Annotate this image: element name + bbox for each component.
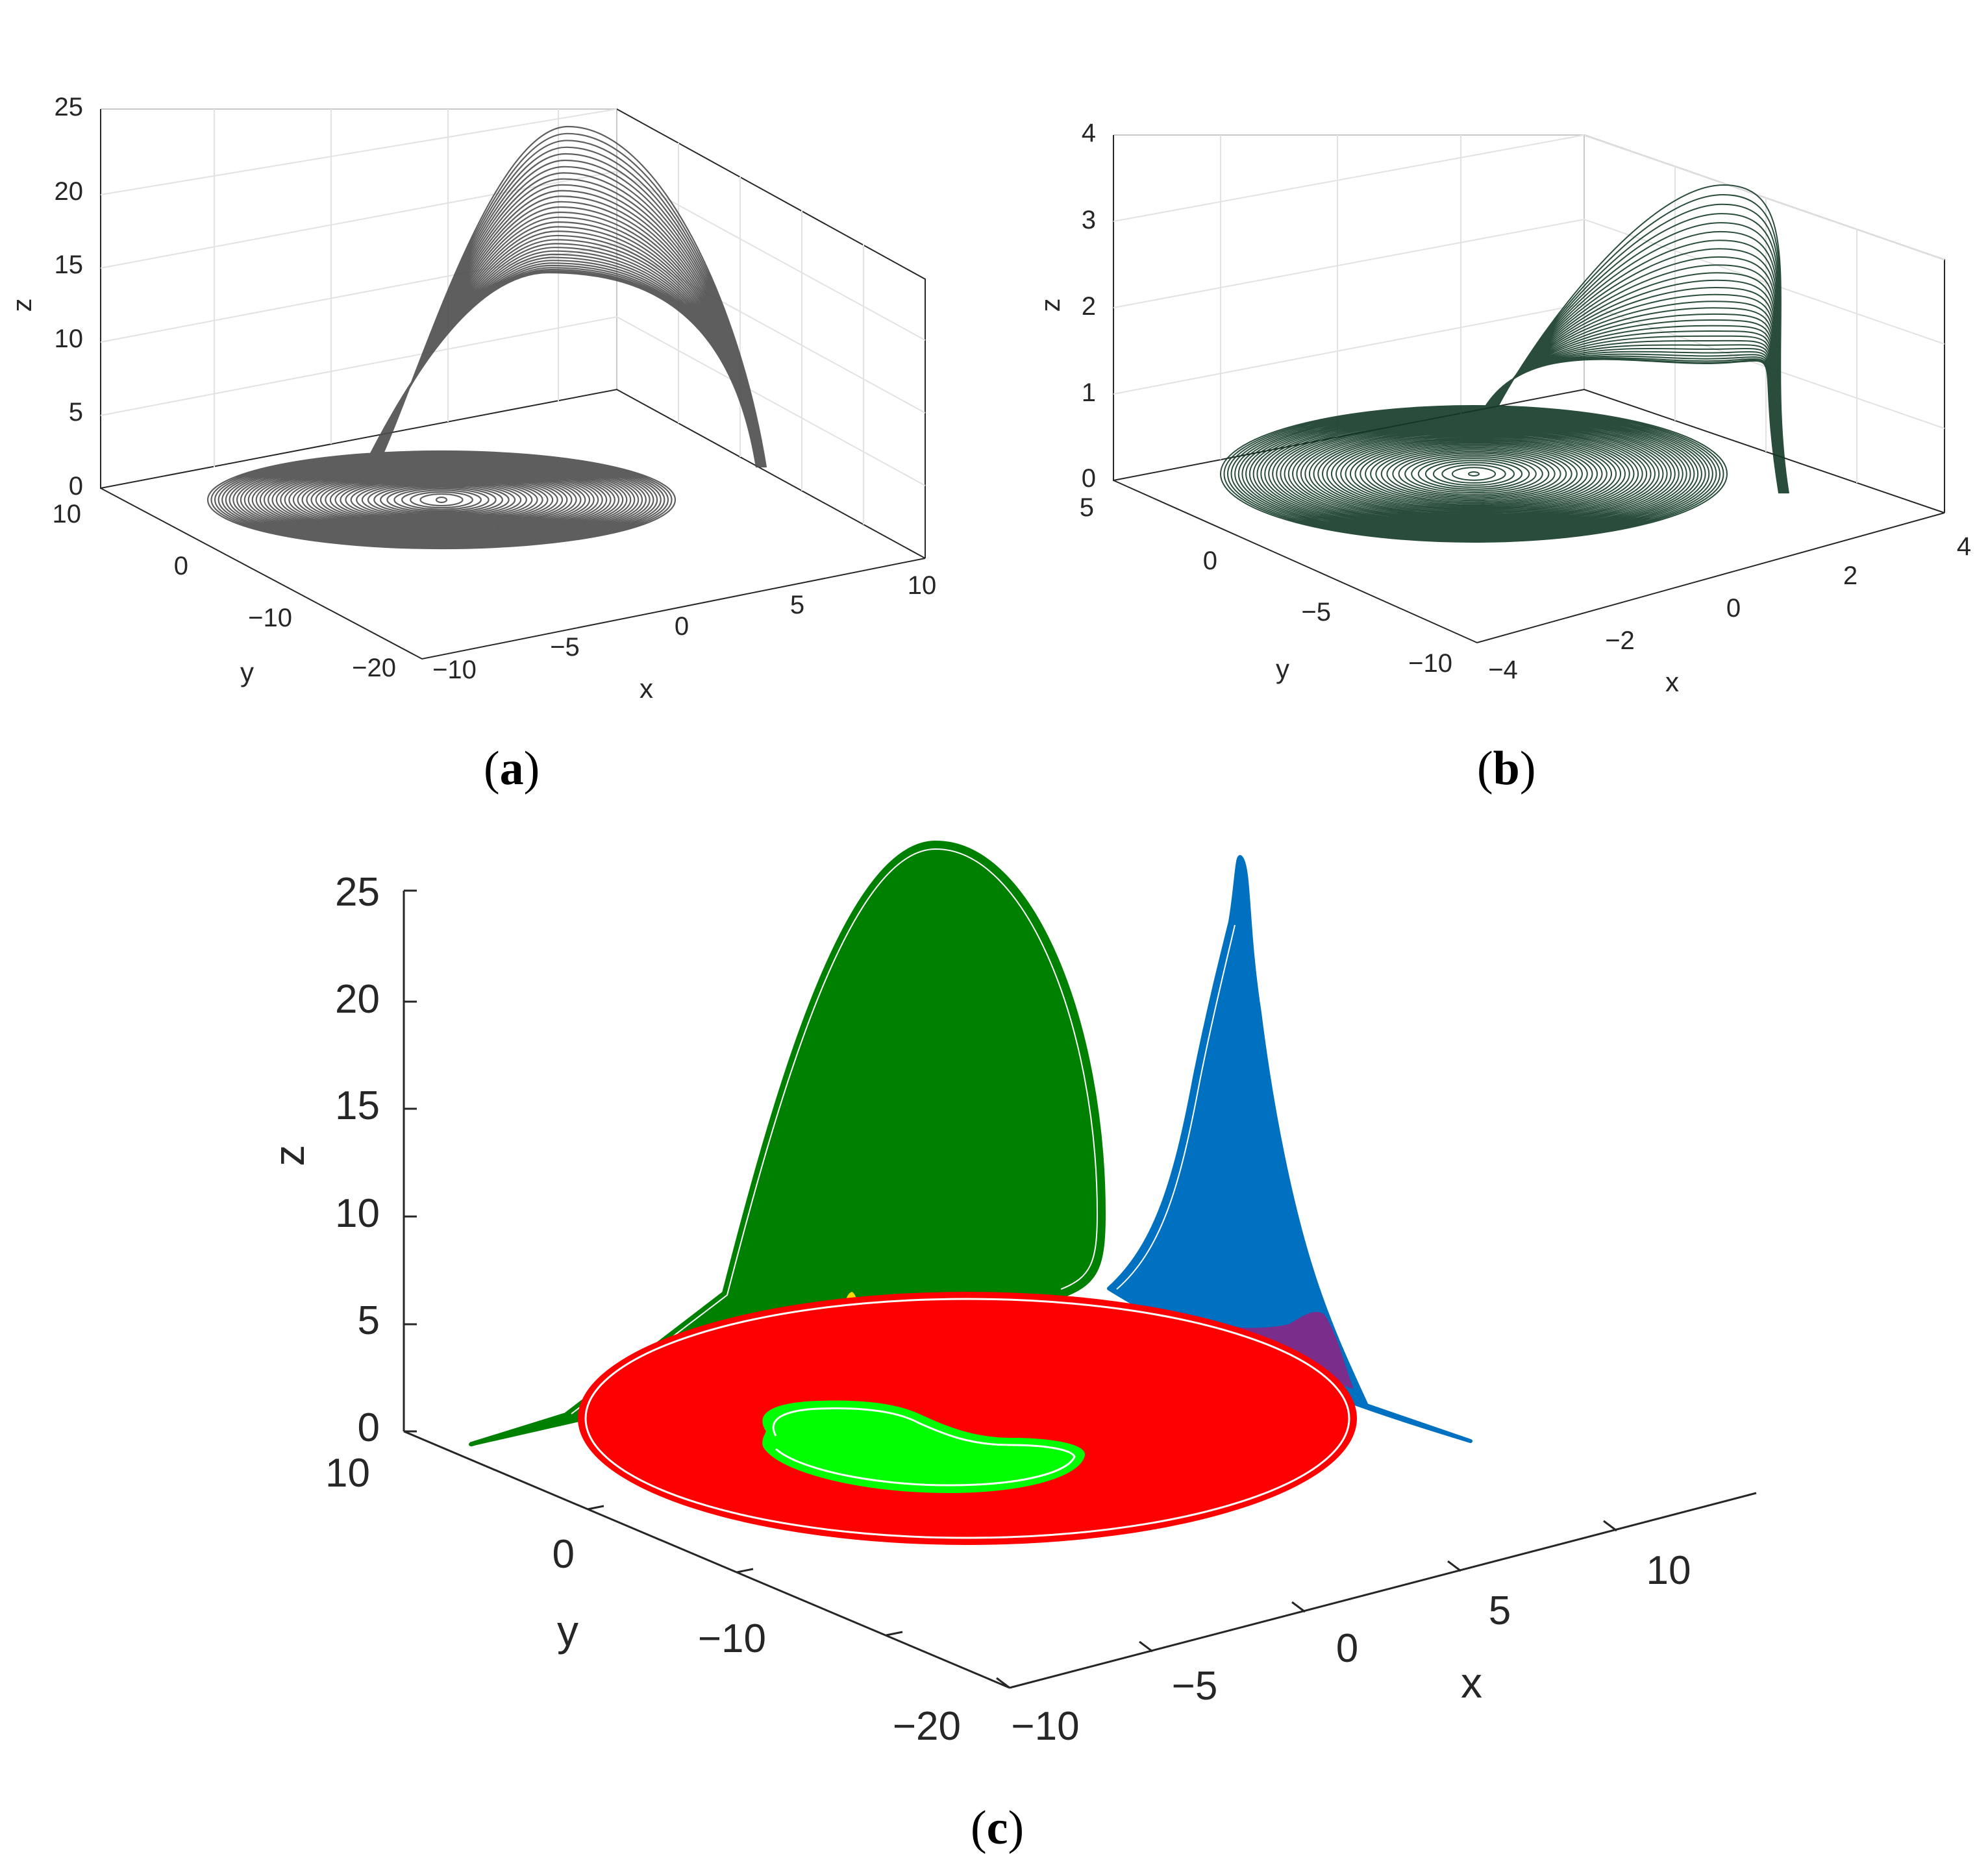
y-tick-label: 10 xyxy=(325,1451,370,1496)
z-tick-label: 10 xyxy=(335,1191,380,1236)
x-axis-label: x xyxy=(640,673,653,704)
y-tick-label: −10 xyxy=(248,604,292,632)
z-tick-label: 25 xyxy=(55,93,84,121)
x-tick-label: −10 xyxy=(432,656,477,684)
panel-c-x-ticks: −10 −5 0 5 10 xyxy=(1011,1548,1691,1749)
red-region xyxy=(578,1292,1357,1545)
x-tick-label: 4 xyxy=(1957,532,1971,561)
z-axis-label: z xyxy=(1035,299,1065,312)
z-tick-label: 15 xyxy=(55,251,84,279)
x-tick-label: −5 xyxy=(1172,1664,1218,1709)
x-tick-label: 5 xyxy=(790,591,804,619)
z-tick-label: 10 xyxy=(55,325,84,353)
x-axis-label: x xyxy=(1665,667,1679,697)
z-tick-label: 4 xyxy=(1082,119,1096,147)
x-tick-label: 0 xyxy=(675,612,689,641)
panel-a-z-ticks: 0 5 10 15 20 25 xyxy=(55,93,84,500)
panel-b-attractor xyxy=(1219,184,1789,543)
panel-c-tick-marks xyxy=(404,889,1617,1689)
x-tick-label: 10 xyxy=(1646,1548,1691,1593)
z-axis-label: z xyxy=(6,299,37,312)
y-tick-label: −20 xyxy=(893,1704,961,1749)
z-tick-label: 5 xyxy=(358,1298,380,1343)
panel-b-x-ticks: −4 −2 0 2 4 xyxy=(1488,532,1971,684)
x-tick-label: 0 xyxy=(1336,1626,1358,1671)
z-tick-label: 3 xyxy=(1082,206,1096,234)
y-tick-label: 0 xyxy=(174,552,188,580)
panel-c-z-ticks: 0 5 10 15 20 25 xyxy=(335,870,380,1450)
x-tick-label: 5 xyxy=(1489,1588,1511,1633)
x-tick-label: 0 xyxy=(1726,594,1741,623)
z-tick-label: 5 xyxy=(69,398,83,426)
panel-label-a: (a) xyxy=(484,742,540,795)
z-tick-label: 0 xyxy=(358,1405,380,1450)
panel-b-y-ticks: 5 0 −5 −10 xyxy=(1080,493,1452,678)
attractor-trajectory xyxy=(206,125,767,550)
x-tick-label: −2 xyxy=(1605,626,1635,655)
panel-label-b: (b) xyxy=(1477,742,1535,795)
panel-b-z-ticks: 0 1 2 3 4 xyxy=(1082,119,1096,493)
y-tick-label: 0 xyxy=(1203,547,1217,575)
y-axis-label: y xyxy=(240,657,254,687)
y-tick-label: −10 xyxy=(1408,649,1452,678)
x-tick-label: −10 xyxy=(1011,1704,1079,1749)
panel-a-x-ticks: −10 −5 0 5 10 xyxy=(432,571,936,684)
panel-c: 0 5 10 15 20 25 z 10 0 −10 −20 y −10 −5 … xyxy=(265,840,1757,1855)
panel-label-c: (c) xyxy=(971,1801,1024,1855)
y-tick-label: −20 xyxy=(352,654,396,682)
x-tick-label: −5 xyxy=(550,633,580,661)
panel-c-y-ticks: 10 0 −10 −20 xyxy=(325,1451,961,1749)
green-region-tail xyxy=(469,1413,566,1447)
panel-c-axes xyxy=(403,891,1757,1689)
z-tick-label: 25 xyxy=(335,870,380,915)
z-tick-label: 0 xyxy=(69,472,83,500)
z-tick-label: 15 xyxy=(335,1083,380,1128)
x-tick-label: −4 xyxy=(1488,656,1518,684)
attractor-trajectory xyxy=(1219,184,1789,543)
panel-a-attractor xyxy=(206,125,767,550)
y-tick-label: 10 xyxy=(53,500,82,528)
x-tick-label: 10 xyxy=(908,571,937,600)
z-tick-label: 20 xyxy=(335,977,380,1022)
z-axis-label: z xyxy=(265,1145,313,1167)
y-axis-label: y xyxy=(1276,654,1289,684)
z-tick-label: 2 xyxy=(1082,292,1096,321)
lime-region xyxy=(762,1400,1086,1493)
x-axis-label: x xyxy=(1461,1659,1482,1707)
panel-a: 0 5 10 15 20 25 z 10 0 −10 −20 y −10 −5 … xyxy=(6,93,936,795)
z-tick-label: 20 xyxy=(55,177,84,206)
panel-a-y-ticks: 10 0 −10 −20 xyxy=(53,500,397,682)
x-tick-label: 2 xyxy=(1843,562,1858,590)
y-tick-label: −10 xyxy=(698,1616,766,1661)
panel-b: 0 1 2 3 4 z 5 0 −5 −10 y −4 −2 0 2 4 x (… xyxy=(1035,119,1971,795)
z-tick-label: 1 xyxy=(1082,378,1096,407)
y-tick-label: −5 xyxy=(1301,598,1331,626)
panel-b-axes-box xyxy=(1113,134,1945,644)
z-tick-label: 0 xyxy=(1082,464,1096,493)
y-tick-label: 5 xyxy=(1080,493,1094,522)
y-tick-label: 0 xyxy=(553,1532,575,1577)
y-axis-label: y xyxy=(557,1607,578,1655)
